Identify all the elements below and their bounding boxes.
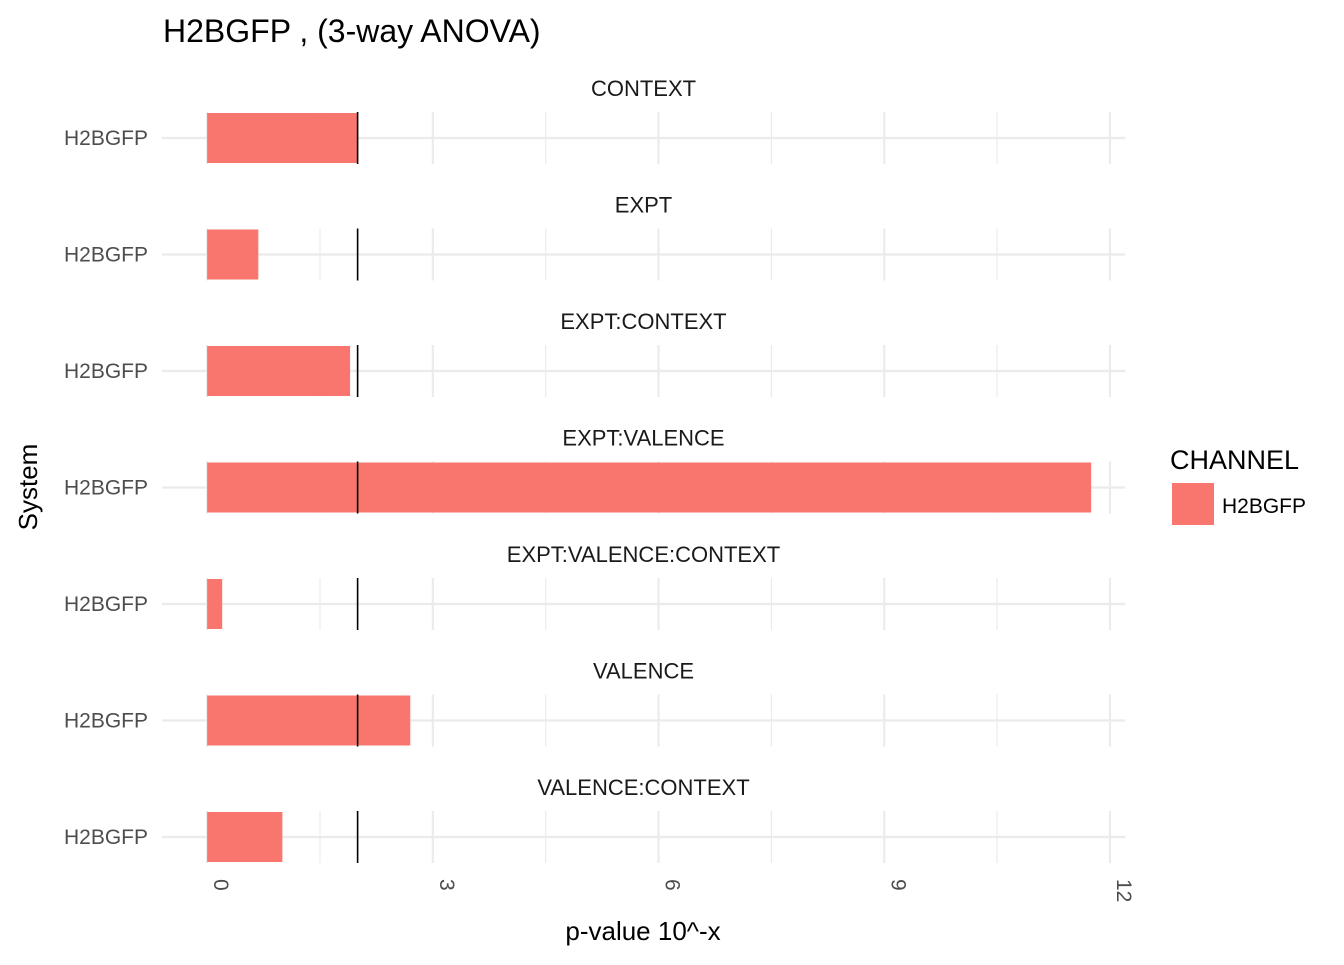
facet-panel: EXPT:VALENCE:CONTEXT H2BGFP xyxy=(64,542,1125,630)
facet-strip-label: EXPT xyxy=(615,193,672,218)
facet-strip-label: EXPT:VALENCE:CONTEXT xyxy=(507,542,780,567)
y-tick-label: H2BGFP xyxy=(64,127,148,150)
facet-strip-label: EXPT:CONTEXT xyxy=(560,309,726,334)
x-tick-label: 9 xyxy=(886,879,909,891)
legend: CHANNEL H2BGFP xyxy=(1170,445,1306,525)
legend-label-h2bgfp: H2BGFP xyxy=(1222,495,1306,518)
y-tick-label: H2BGFP xyxy=(64,360,148,383)
legend-key-h2bgfp xyxy=(1172,483,1214,525)
facet-strip-label: CONTEXT xyxy=(591,76,696,101)
facet-strip-label: VALENCE:CONTEXT xyxy=(537,775,749,800)
legend-title: CHANNEL xyxy=(1170,445,1299,475)
y-tick-label: H2BGFP xyxy=(64,826,148,849)
x-tick-labels: 0 3 6 9 12 xyxy=(209,879,1135,902)
bar xyxy=(207,346,351,396)
facet-strip-label: EXPT:VALENCE xyxy=(562,426,724,451)
bar xyxy=(207,113,358,163)
x-tick-label: 3 xyxy=(435,879,458,891)
facet-panel: CONTEXT H2BGFP xyxy=(64,76,1125,164)
bar xyxy=(207,229,259,280)
facet-panel: EXPT H2BGFP xyxy=(64,193,1125,281)
y-tick-label: H2BGFP xyxy=(64,710,148,733)
bar xyxy=(207,695,411,746)
chart-title: H2BGFP , (3-way ANOVA) xyxy=(163,13,541,49)
x-axis-title: p-value 10^-x xyxy=(565,916,720,946)
facet-panel: EXPT:CONTEXT H2BGFP xyxy=(64,309,1125,397)
y-tick-label: H2BGFP xyxy=(64,244,148,267)
x-tick-label: 6 xyxy=(661,879,684,891)
facet-panels: CONTEXT H2BGFP EXPT H2BGFP EXPT:CONTEXT H2BGF… xyxy=(64,76,1125,863)
x-tick-label: 12 xyxy=(1112,879,1135,902)
facet-panel: VALENCE:CONTEXT H2BGFP xyxy=(64,775,1125,863)
facet-panel: VALENCE H2BGFP xyxy=(64,659,1125,747)
y-tick-label: H2BGFP xyxy=(64,477,148,500)
bar xyxy=(207,462,1092,513)
facet-strip-label: VALENCE xyxy=(593,659,694,684)
y-tick-label: H2BGFP xyxy=(64,593,148,616)
y-axis-title: System xyxy=(13,444,43,531)
bar xyxy=(207,812,283,862)
bar xyxy=(207,579,223,629)
x-tick-label: 0 xyxy=(209,879,232,891)
facet-panel: EXPT:VALENCE H2BGFP xyxy=(64,426,1125,514)
